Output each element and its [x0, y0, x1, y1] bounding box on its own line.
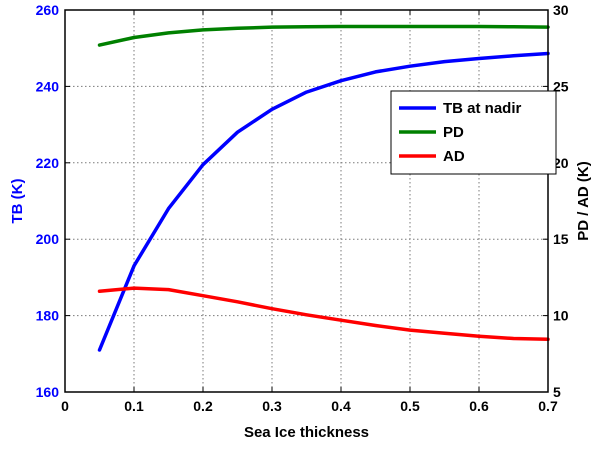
x-tick-label: 0.2 [193, 398, 213, 414]
left-y-axis-title: TB (K) [9, 179, 26, 224]
x-tick-label: 0.6 [469, 398, 489, 414]
series-lines [97, 24, 550, 352]
right-y-axis-title: PD / AD (K) [575, 161, 592, 240]
left-y-tick-label: 260 [36, 2, 60, 18]
right-y-tick-label: 15 [553, 231, 569, 247]
left-y-tick-label: 180 [36, 308, 60, 324]
x-tick-label: 0.1 [124, 398, 144, 414]
legend-label: AD [443, 148, 465, 165]
left-y-tick-label: 240 [36, 78, 60, 94]
x-tick-label: 0.3 [262, 398, 282, 414]
x-tick-label: 0.4 [331, 398, 351, 414]
left-y-tick-label: 220 [36, 155, 60, 171]
left-y-tick-label: 160 [36, 384, 60, 400]
right-y-tick-label: 30 [553, 2, 569, 18]
right-y-tick-label: 10 [553, 308, 569, 324]
axis-ticks: 0 0.1 0.2 0.3 0.4 0.5 0.6 0.7 160 180 200 220 240 260… [36, 2, 569, 414]
legend-label: PD [443, 124, 464, 141]
right-y-tick-label: 25 [553, 78, 569, 94]
legend-label: TB at nadir [443, 100, 522, 117]
x-tick-label: 0 [61, 398, 69, 414]
right-y-tick-label: 5 [553, 384, 561, 400]
series-line-1 [97, 51, 550, 352]
x-tick-label: 0.7 [538, 398, 558, 414]
left-y-tick-label: 200 [36, 231, 60, 247]
x-tick-label: 0.5 [400, 398, 420, 414]
series-line-2 [97, 24, 550, 47]
right-y-tick-label: 20 [553, 155, 569, 171]
legend: TB at nadir PD AD [390, 90, 557, 175]
plot-frame [64, 9, 549, 393]
series-line-3 [97, 286, 550, 342]
x-axis-title: Sea Ice thickness [244, 424, 369, 441]
